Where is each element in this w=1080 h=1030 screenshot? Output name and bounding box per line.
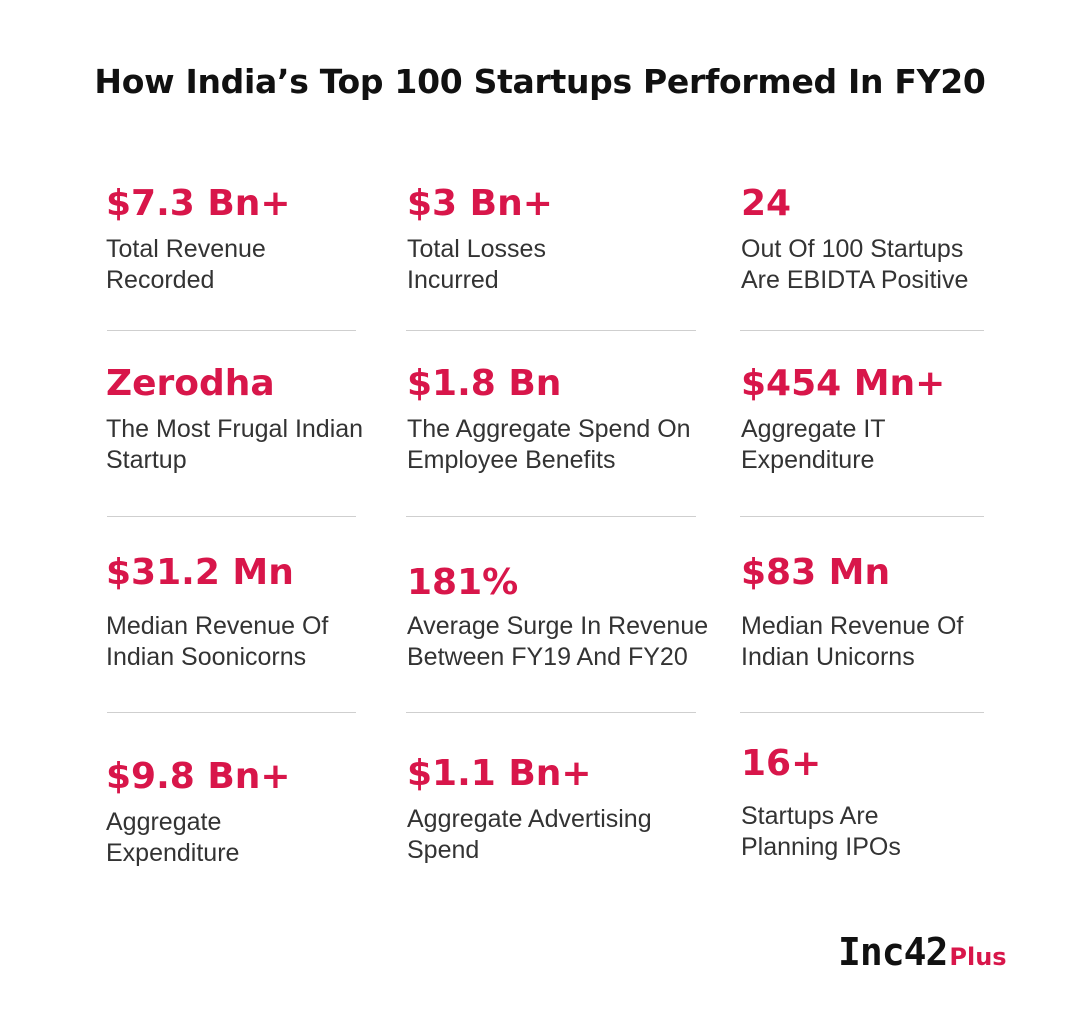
divider (406, 712, 696, 713)
stat-value: 16+ (741, 743, 822, 784)
stat-value: $31.2 Mn (106, 552, 294, 593)
divider (740, 516, 984, 517)
stat-aggregate-expenditure: $9.8 Bn+ Aggregate Expenditure (106, 757, 291, 869)
logo-wordmark: Inc42 (838, 930, 948, 974)
stat-label: Aggregate Advertising Spend (407, 805, 652, 864)
stat-employee-benefits: $1.8 Bn The Aggregate Spend On Employee … (407, 364, 691, 476)
divider (107, 516, 356, 517)
stat-value: $83 Mn (741, 552, 891, 593)
stat-label: The Most Frugal Indian Startup (106, 415, 364, 474)
stat-value: $1.8 Bn (407, 363, 562, 404)
divider (740, 712, 984, 713)
stat-value: 181% (407, 562, 519, 603)
divider (107, 330, 356, 331)
stat-label: The Aggregate Spend On Employee Benefits (407, 415, 691, 474)
stat-most-frugal: Zerodha The Most Frugal Indian Startup (106, 364, 363, 476)
stat-soonicorn-revenue: $31.2 Mn Median Revenue Of Indian Soonic… (106, 553, 328, 673)
logo-suffix: Plus (949, 943, 1007, 971)
inc42-plus-logo: Inc42Plus (838, 930, 1007, 974)
stat-revenue-surge: 181% Average Surge In Revenue Between FY… (407, 563, 708, 673)
stat-value: $9.8 Bn+ (106, 756, 291, 797)
stat-label: Total Revenue Recorded (106, 235, 266, 294)
stat-value: $454 Mn+ (741, 363, 946, 404)
divider (107, 712, 356, 713)
stat-label: Median Revenue Of Indian Soonicorns (106, 612, 329, 671)
stat-ebidta-positive: 24 Out Of 100 Startups Are EBIDTA Positi… (741, 184, 968, 296)
stat-advertising-spend: $1.1 Bn+ Aggregate Advertising Spend (407, 754, 652, 866)
page-title: How India’s Top 100 Startups Performed I… (94, 62, 986, 101)
stat-label: Aggregate Expenditure (106, 808, 240, 867)
stat-label: Total Losses Incurred (407, 235, 546, 294)
stat-label: Average Surge In Revenue Between FY19 An… (407, 612, 709, 671)
divider (406, 330, 696, 331)
stat-label: Out Of 100 Startups Are EBIDTA Positive (741, 235, 969, 294)
stat-it-expenditure: $454 Mn+ Aggregate IT Expenditure (741, 364, 945, 476)
divider (740, 330, 984, 331)
stat-value: 24 (741, 183, 792, 224)
stat-label: Median Revenue Of Indian Unicorns (741, 612, 964, 671)
stat-value: $3 Bn+ (407, 183, 553, 224)
stat-value: $7.3 Bn+ (106, 183, 291, 224)
stat-label: Startups Are Planning IPOs (741, 802, 901, 861)
stat-total-revenue: $7.3 Bn+ Total Revenue Recorded (106, 184, 291, 296)
stat-total-losses: $3 Bn+ Total Losses Incurred (407, 184, 553, 296)
stat-value: $1.1 Bn+ (407, 753, 592, 794)
stat-planning-ipos: 16+ Startups Are Planning IPOs (741, 744, 901, 863)
stat-label: Aggregate IT Expenditure (741, 415, 886, 474)
divider (406, 516, 696, 517)
stat-value: Zerodha (106, 363, 275, 404)
stat-unicorn-revenue: $83 Mn Median Revenue Of Indian Unicorns (741, 553, 963, 673)
